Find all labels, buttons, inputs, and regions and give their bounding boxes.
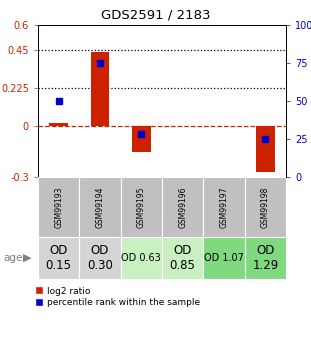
Bar <box>162 237 203 279</box>
Text: age: age <box>3 253 22 263</box>
Text: OD 0.63: OD 0.63 <box>122 253 161 263</box>
Text: OD 1.07: OD 1.07 <box>204 253 244 263</box>
Bar <box>79 237 121 279</box>
Text: GSM99195: GSM99195 <box>137 186 146 228</box>
Bar <box>38 237 79 279</box>
Text: OD
0.15: OD 0.15 <box>46 244 72 272</box>
Bar <box>79 177 121 237</box>
Bar <box>38 177 79 237</box>
Bar <box>245 237 286 279</box>
Text: GDS2591 / 2183: GDS2591 / 2183 <box>101 9 210 22</box>
Text: GSM99193: GSM99193 <box>54 186 63 228</box>
Text: GSM99197: GSM99197 <box>220 186 229 228</box>
Bar <box>203 177 245 237</box>
Bar <box>121 237 162 279</box>
Text: GSM99198: GSM99198 <box>261 186 270 228</box>
Bar <box>121 177 162 237</box>
Bar <box>91 52 109 126</box>
Text: ▶: ▶ <box>23 253 32 263</box>
Text: GSM99196: GSM99196 <box>178 186 187 228</box>
Bar <box>245 177 286 237</box>
Text: GSM99194: GSM99194 <box>95 186 104 228</box>
Text: OD
0.85: OD 0.85 <box>170 244 196 272</box>
Text: OD
1.29: OD 1.29 <box>252 244 278 272</box>
Bar <box>203 237 245 279</box>
Bar <box>132 126 151 152</box>
Text: OD
0.30: OD 0.30 <box>87 244 113 272</box>
Legend: log2 ratio, percentile rank within the sample: log2 ratio, percentile rank within the s… <box>36 286 201 307</box>
Bar <box>256 126 275 172</box>
Bar <box>162 177 203 237</box>
Bar <box>49 123 68 126</box>
